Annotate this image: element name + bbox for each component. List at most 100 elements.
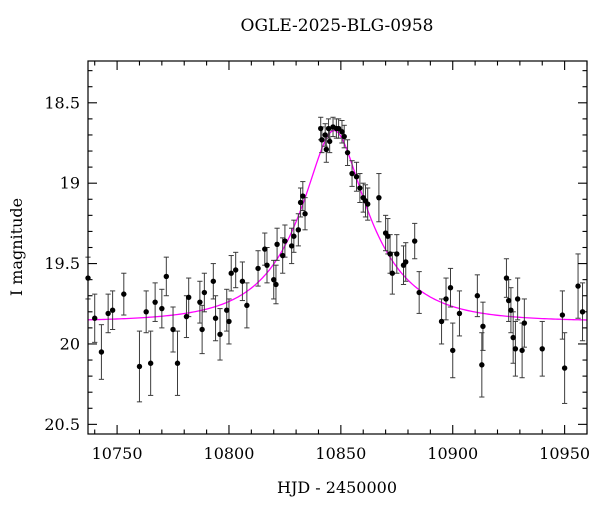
data-point — [514, 296, 521, 302]
data-point — [271, 276, 277, 283]
data-point — [282, 238, 288, 244]
data-point — [394, 251, 400, 257]
data-point — [456, 310, 463, 317]
data-point — [505, 297, 512, 304]
data-point — [339, 129, 345, 135]
data-point — [274, 241, 280, 247]
data-point — [201, 289, 208, 296]
data-point — [510, 334, 516, 341]
data-point — [403, 259, 409, 265]
x-tick-label: 10750 — [92, 444, 143, 463]
model-curve — [87, 129, 588, 321]
data-point — [341, 133, 347, 140]
data-point — [226, 318, 232, 325]
data-point — [519, 347, 525, 354]
data-point — [279, 252, 286, 259]
data-point — [197, 299, 203, 305]
data-point — [244, 302, 250, 309]
data-point — [212, 315, 219, 321]
data-point — [508, 307, 514, 313]
data-point — [109, 307, 116, 313]
y-tick-label: 18.5 — [44, 93, 80, 112]
data-point — [575, 283, 581, 289]
data-point — [262, 246, 268, 252]
axis-ticks — [88, 61, 588, 434]
data-point — [147, 360, 154, 366]
data-point — [357, 185, 363, 191]
data-point — [217, 331, 223, 338]
data-point — [228, 270, 234, 276]
data-point — [98, 349, 105, 355]
axes-frame — [87, 60, 588, 435]
y-axis-title: I magnitude — [7, 198, 26, 296]
y-tick-label: 20 — [60, 334, 80, 353]
x-axis-title: HJD - 2450000 — [277, 478, 397, 497]
data-point — [539, 346, 545, 352]
data-point — [185, 294, 192, 301]
data-point — [521, 320, 528, 326]
data-point — [273, 281, 279, 288]
data-point — [561, 365, 568, 371]
y-tick-label: 20.5 — [44, 415, 80, 434]
data-point — [318, 125, 324, 132]
plot-title: OGLE-2025-BLG-0958 — [241, 16, 434, 36]
data-point — [297, 199, 304, 206]
data-point — [295, 227, 302, 233]
data-point — [411, 238, 418, 244]
data-point — [92, 315, 98, 321]
data-point — [170, 326, 176, 333]
data-point — [376, 194, 382, 201]
data-point — [302, 211, 308, 217]
y-tick-label: 19 — [60, 174, 80, 193]
data-point — [353, 174, 360, 180]
data-point — [291, 233, 297, 239]
data-point — [143, 309, 149, 315]
data-point — [159, 305, 165, 312]
x-tick-labels: 10750 10800 10850 10900 10950 — [92, 444, 590, 463]
x-tick-label: 10950 — [539, 444, 590, 463]
data-point — [325, 125, 332, 132]
data-point — [474, 293, 481, 299]
data-point — [210, 278, 217, 284]
y-tick-labels: 18.5 19 19.5 20 20.5 — [44, 93, 80, 434]
data-point — [559, 312, 566, 318]
x-tick-label: 10900 — [427, 444, 478, 463]
data-point — [480, 323, 486, 329]
data-point — [136, 363, 143, 370]
data-point — [322, 132, 328, 138]
data-point — [300, 193, 306, 199]
data-point — [224, 307, 230, 313]
data-point — [121, 291, 127, 297]
data-point — [385, 233, 391, 239]
data-point — [239, 278, 246, 284]
data-point — [288, 243, 295, 249]
data-point — [416, 289, 422, 296]
data-point — [255, 265, 261, 272]
data-point — [450, 347, 456, 354]
model-curve-path — [87, 129, 588, 321]
error-bars — [85, 116, 586, 404]
data-point — [512, 346, 519, 352]
data-points — [85, 124, 586, 371]
data-point — [387, 251, 393, 257]
data-point — [503, 275, 510, 281]
data-point — [163, 273, 170, 280]
data-point — [105, 310, 111, 317]
data-point — [326, 138, 333, 145]
data-point — [323, 146, 330, 153]
data-point — [174, 360, 181, 366]
data-point — [319, 137, 325, 143]
data-point — [232, 267, 239, 273]
data-point — [365, 201, 371, 207]
data-point — [447, 284, 454, 291]
data-point — [335, 125, 342, 132]
x-tick-label: 10800 — [204, 444, 255, 463]
data-point — [443, 296, 449, 302]
data-point — [199, 326, 205, 333]
y-tick-label: 19.5 — [44, 254, 80, 273]
data-point — [438, 318, 445, 325]
data-point — [349, 170, 355, 177]
data-point — [183, 313, 190, 320]
